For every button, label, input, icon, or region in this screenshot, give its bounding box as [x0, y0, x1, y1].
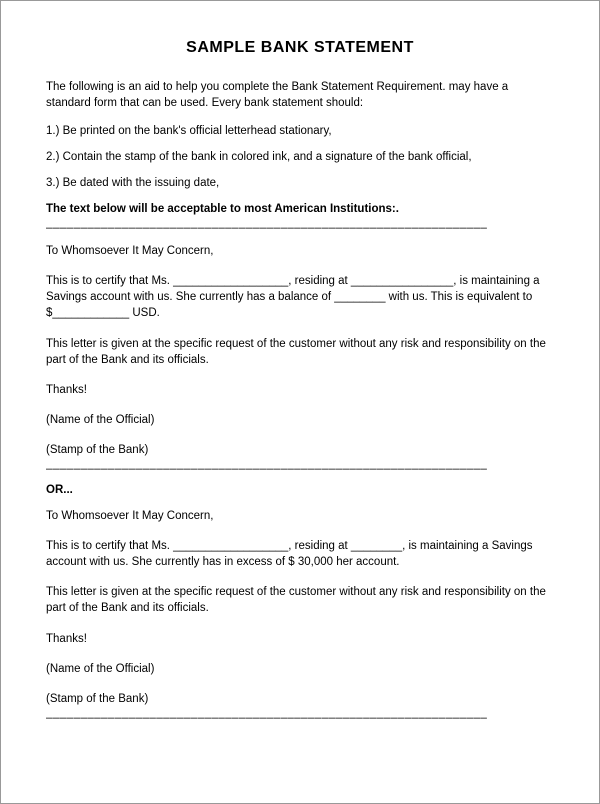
salutation-2: To Whomsoever It May Concern,	[46, 508, 554, 524]
divider-3: ________________________________________…	[46, 707, 554, 719]
certify-paragraph-2: This is to certify that Ms. ____________…	[46, 538, 554, 570]
divider-1: ________________________________________…	[46, 217, 554, 229]
requirement-1: 1.) Be printed on the bank's official le…	[46, 125, 554, 137]
disclaimer-2: This letter is given at the specific req…	[46, 584, 554, 616]
certify-paragraph-1: This is to certify that Ms. ____________…	[46, 273, 554, 321]
stamp-of-bank-1: (Stamp of the Bank)	[46, 442, 554, 458]
page-title: SAMPLE BANK STATEMENT	[46, 39, 554, 57]
salutation-1: To Whomsoever It May Concern,	[46, 243, 554, 259]
acceptable-text-heading: The text below will be acceptable to mos…	[46, 203, 554, 215]
or-separator: OR...	[46, 484, 554, 496]
name-of-official-2: (Name of the Official)	[46, 661, 554, 677]
thanks-1: Thanks!	[46, 382, 554, 398]
disclaimer-1: This letter is given at the specific req…	[46, 336, 554, 368]
divider-2: ________________________________________…	[46, 458, 554, 470]
thanks-2: Thanks!	[46, 631, 554, 647]
requirement-2: 2.) Contain the stamp of the bank in col…	[46, 151, 554, 163]
name-of-official-1: (Name of the Official)	[46, 412, 554, 428]
document-page: SAMPLE BANK STATEMENT The following is a…	[0, 0, 600, 804]
intro-text: The following is an aid to help you comp…	[46, 79, 554, 111]
requirement-3: 3.) Be dated with the issuing date,	[46, 177, 554, 189]
stamp-of-bank-2: (Stamp of the Bank)	[46, 691, 554, 707]
